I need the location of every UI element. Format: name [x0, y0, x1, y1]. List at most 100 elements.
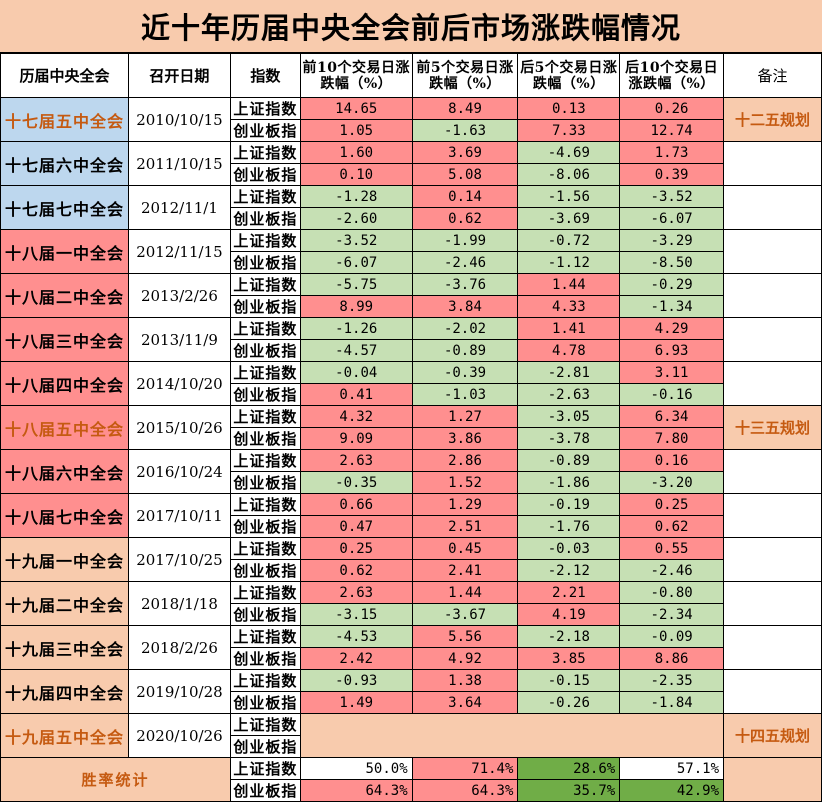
meeting-name: 十八届三中全会 [0, 317, 129, 362]
value-pre5: 4.92 [411, 647, 519, 670]
meeting-date: 2012/11/15 [127, 229, 231, 274]
header-post10: 后10个交易日涨跌幅（%） [619, 53, 725, 98]
table-row: 创业板指 0.41 -1.03 -2.63 -0.16 [1, 383, 822, 406]
table-row: 十八届七中全会 2017/10/11 上证指数 0.66 1.29 -0.19 0.25 [0, 493, 822, 538]
value-post10: 8.86 [619, 647, 725, 670]
value-pre10: -3.52 [299, 229, 413, 252]
winrate-pre10: 64.3% [299, 779, 413, 802]
value-pre5: 3.69 [411, 141, 519, 164]
meeting-date: 2019/10/28 [127, 669, 231, 714]
value-post10: -1.34 [619, 295, 725, 318]
index-name: 创业板指 [229, 427, 301, 450]
meeting-date: 2010/10/15 [127, 97, 231, 142]
value-pre10: -4.57 [299, 339, 413, 362]
value-pre10: -0.04 [299, 361, 413, 384]
table-row: 十八届六中全会 2016/10/24 上证指数 2.63 2.86 -0.89 0.16 [0, 449, 822, 494]
note-empty [723, 229, 822, 274]
meeting-name: 十八届五中全会 [0, 405, 129, 450]
table-row: 十九届二中全会 2018/1/18 上证指数 2.63 1.44 2.21 -0.80 [0, 581, 822, 626]
value-post10: -3.20 [619, 471, 725, 494]
value-pre10: 2.63 [299, 449, 413, 472]
index-name: 上证指数 [229, 185, 301, 208]
value-post5: 1.41 [517, 317, 621, 340]
value-post10: 4.29 [619, 317, 725, 340]
value-pre5: 3.86 [411, 427, 519, 450]
index-name: 创业板指 [229, 295, 301, 318]
index-name: 上证指数 [229, 669, 301, 692]
note-empty [723, 273, 822, 318]
table-row: 创业板指 -3.15 -3.67 4.19 -2.34 [1, 603, 822, 626]
value-pre5: 8.49 [411, 97, 519, 120]
index-name: 上证指数 [229, 229, 301, 252]
value-post10: 0.16 [619, 449, 725, 472]
value-pre10: 4.32 [299, 405, 413, 428]
value-post10: 6.93 [619, 339, 725, 362]
meeting-date: 2013/2/26 [127, 273, 231, 318]
value-pre10: -3.15 [299, 603, 413, 626]
value-post10: 3.11 [619, 361, 725, 384]
value-post5: 4.78 [517, 339, 621, 362]
index-name: 创业板指 [229, 339, 301, 362]
value-post5: -0.26 [517, 691, 621, 714]
index-name: 创业板指 [229, 119, 301, 142]
table-row: 十九届一中全会 2017/10/25 上证指数 0.25 0.45 -0.03 0.55 [0, 537, 822, 582]
table-title: 近十年历届中央全会前后市场涨跌幅情况 [0, 0, 822, 53]
table-row: 十九届四中全会 2019/10/28 上证指数 -0.93 1.38 -0.15 -2.35 [0, 669, 822, 714]
value-pre10: -4.53 [299, 625, 413, 648]
value-post5: -1.12 [517, 251, 621, 274]
note-empty [723, 537, 822, 582]
stats-row: 胜率统计 上证指数 50.0% 71.4% 28.6% 57.1% [0, 757, 822, 802]
index-name: 创业板指 [229, 603, 301, 626]
table-row: 十九届五中全会 2020/10/26 上证指数 十四五规划 [0, 713, 822, 758]
value-post10: -3.52 [619, 185, 725, 208]
value-post10: 0.39 [619, 163, 725, 186]
header-meeting: 历届中央全会 [0, 53, 129, 98]
meeting-name: 十九届四中全会 [0, 669, 129, 714]
table-row: 十七届五中全会 2010/10/15 上证指数 14.65 8.49 0.13 0.26 十二… [0, 97, 822, 142]
header-pre10: 前10个交易日涨跌幅（%） [299, 53, 413, 98]
winrate-pre5: 64.3% [411, 779, 519, 802]
meeting-name: 十七届五中全会 [0, 97, 129, 142]
meeting-name: 十八届四中全会 [0, 361, 129, 406]
table-row: 创业板指 8.99 3.84 4.33 -1.34 [1, 295, 822, 318]
note-empty [723, 185, 822, 230]
value-pre5: 5.08 [411, 163, 519, 186]
value-post10: 6.34 [619, 405, 725, 428]
index-name: 上证指数 [229, 273, 301, 296]
value-pre5: 1.44 [411, 581, 519, 604]
value-pre10: 0.41 [299, 383, 413, 406]
stats-note-empty [723, 757, 822, 802]
value-post5: -0.15 [517, 669, 621, 692]
index-name: 创业板指 [229, 647, 301, 670]
meeting-name: 十八届七中全会 [0, 493, 129, 538]
value-pre5: 1.38 [411, 669, 519, 692]
note-empty [723, 141, 822, 186]
value-post5: -2.18 [517, 625, 621, 648]
value-post10: -2.35 [619, 669, 725, 692]
value-post5: -2.81 [517, 361, 621, 384]
value-pre5: 0.14 [411, 185, 519, 208]
index-name: 创业板指 [229, 779, 301, 802]
value-pre10: 2.63 [299, 581, 413, 604]
meeting-date: 2015/10/26 [127, 405, 231, 450]
value-post10: -2.46 [619, 559, 725, 582]
index-name: 创业板指 [229, 207, 301, 230]
value-pre10: -1.28 [299, 185, 413, 208]
value-pre5: -1.63 [411, 119, 519, 142]
value-pre10: 1.49 [299, 691, 413, 714]
stats-label: 胜率统计 [0, 757, 231, 802]
value-pre10: -0.35 [299, 471, 413, 494]
value-post10: -6.07 [619, 207, 725, 230]
value-post5: -0.89 [517, 449, 621, 472]
value-pre5: 5.56 [411, 625, 519, 648]
winrate-pre10: 50.0% [299, 757, 413, 780]
value-pre10: 0.62 [299, 559, 413, 582]
meeting-name: 十九届一中全会 [0, 537, 129, 582]
data-table: 历届中央全会 召开日期 指数 前10个交易日涨跌幅（%） 前5个交易日涨跌幅（%… [0, 53, 822, 802]
value-pre10: 2.42 [299, 647, 413, 670]
index-name: 创业板指 [229, 735, 301, 758]
index-name: 上证指数 [229, 141, 301, 164]
index-name: 上证指数 [229, 625, 301, 648]
value-pre5: 1.27 [411, 405, 519, 428]
